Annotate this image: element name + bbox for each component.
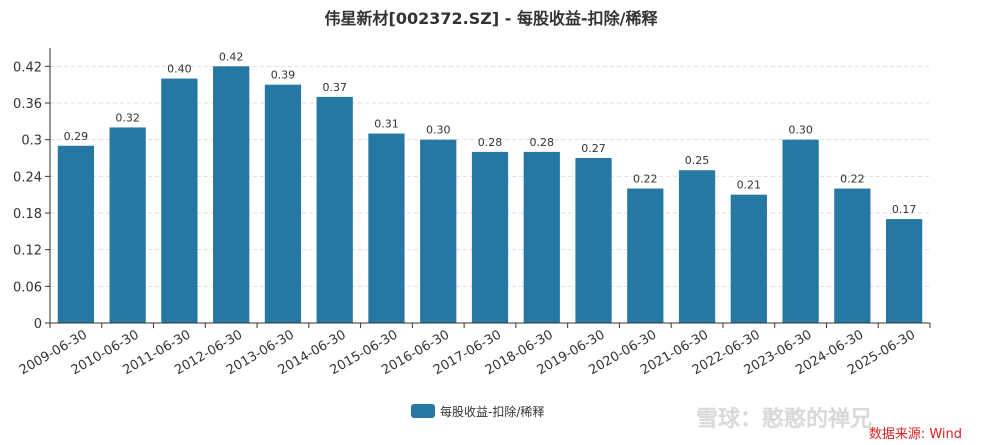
y-axis: 0 0.06 0.12 0.18 0.24 0.3 0.36 0.42 [13,48,51,332]
bar [368,133,405,323]
data-label: 0.30 [426,124,451,137]
data-label: 0.17 [892,203,917,216]
bar [730,194,767,323]
x-axis: 2009-06-302010-06-302011-06-302012-06-30… [17,322,931,378]
bar [575,158,612,323]
bar [57,145,94,323]
data-label: 0.42 [219,50,244,63]
y-tick-label: 0.42 [13,60,42,75]
bar [782,139,819,323]
bar [213,66,250,323]
y-tick-label: 0.36 [13,97,42,112]
data-label: 0.25 [685,154,710,167]
bar [161,78,198,323]
data-label: 0.40 [167,63,192,76]
y-tick-label: 0.12 [13,244,42,259]
bar [264,84,302,324]
bar [886,219,923,323]
legend-label: 每股收益-扣除/稀释 [440,404,544,419]
y-tick-label: 0.18 [13,207,42,222]
data-label: 0.37 [322,81,347,94]
bar [523,151,560,323]
data-label: 0.28 [530,136,555,149]
data-label: 0.27 [581,142,606,155]
y-tick-label: 0.06 [13,280,42,295]
data-source: 数据来源: Wind [869,427,962,442]
data-label: 0.22 [840,173,865,186]
y-tick-label: 0 [34,317,42,332]
bar [678,170,716,323]
bar [627,188,664,323]
data-label: 0.32 [115,111,140,124]
data-label: 0.29 [64,130,89,143]
bar [109,127,146,323]
bars: 0.29 0.32 0.40 0.42 0.39 0.37 0.31 0.30 0.28 0.28… [57,50,923,324]
bar [834,188,871,323]
data-label: 0.31 [374,118,399,131]
data-label: 0.39 [271,69,296,82]
bar [471,151,509,323]
data-label: 0.22 [633,173,658,186]
data-label: 0.21 [737,179,762,192]
data-label: 0.30 [788,124,813,137]
legend-swatch [411,404,435,418]
watermark: 雪球：憨憨的禅兄 [696,406,872,432]
bar [316,96,353,323]
chart-title: 伟星新材[002372.SZ] - 每股收益-扣除/稀释 [325,9,659,28]
y-tick-label: 0.24 [13,170,42,185]
legend[interactable]: 每股收益-扣除/稀释 [411,404,544,419]
bar [420,139,457,323]
data-label: 0.28 [478,136,503,149]
y-tick-label: 0.3 [21,134,42,149]
